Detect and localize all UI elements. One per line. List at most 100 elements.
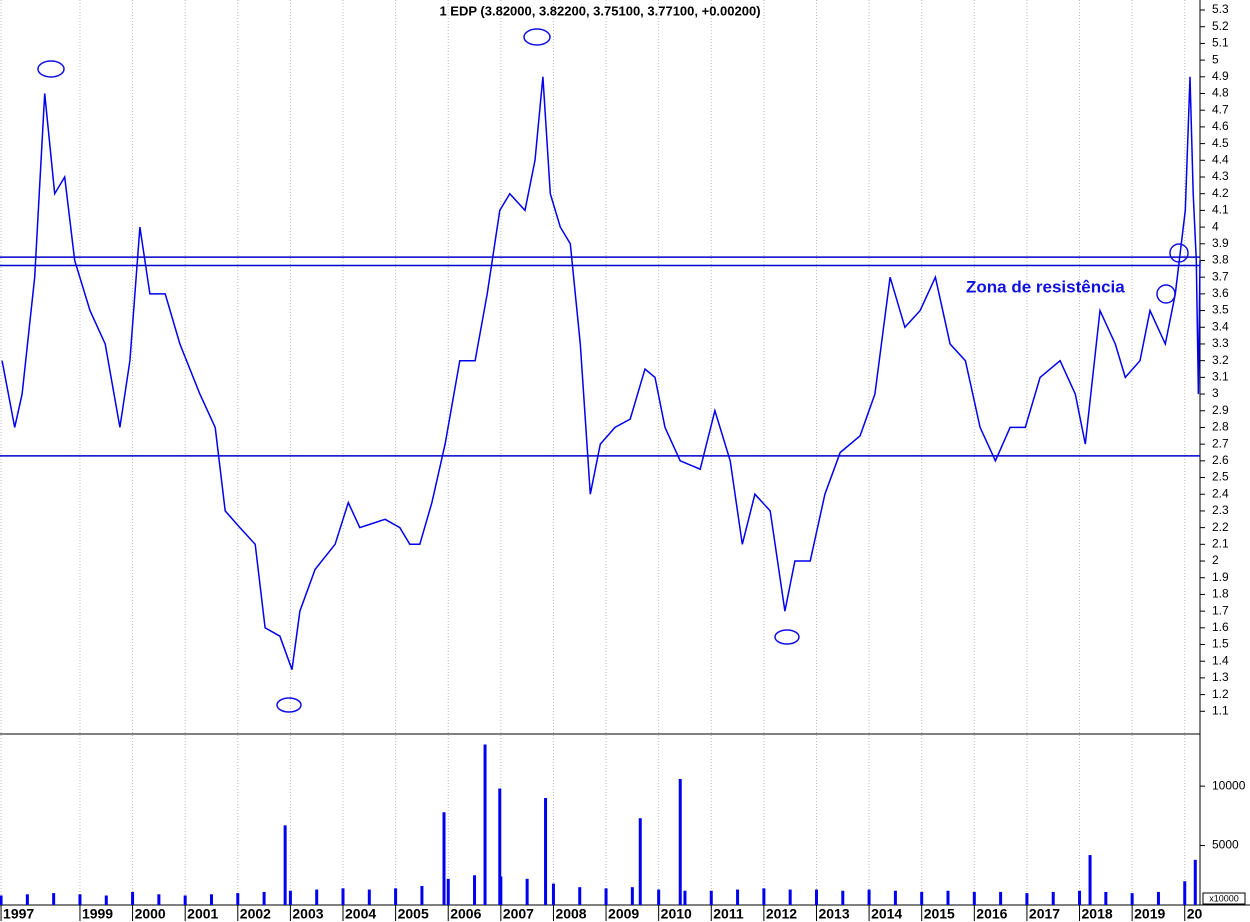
volume-bar bbox=[709, 890, 713, 905]
volume-bar bbox=[578, 887, 582, 905]
volume-bar bbox=[420, 885, 424, 905]
y-tick-label: 3.6 bbox=[1212, 286, 1229, 300]
volume-bar bbox=[78, 894, 82, 905]
price-line bbox=[1, 76, 1201, 670]
volume-bar bbox=[1104, 891, 1108, 905]
y-tick-label: 2.7 bbox=[1212, 436, 1229, 450]
volume-bar bbox=[525, 878, 529, 905]
volume-bar bbox=[1156, 891, 1160, 905]
volume-bar bbox=[236, 893, 240, 905]
volume-bar bbox=[604, 888, 608, 905]
y-tick-label: 3.4 bbox=[1212, 319, 1229, 333]
y-tick-label: 3.7 bbox=[1212, 269, 1229, 283]
volume-bar bbox=[315, 889, 319, 905]
x-tick-label: 2003 bbox=[292, 906, 323, 922]
y-tick-label: 2.6 bbox=[1212, 453, 1229, 467]
volume-bar bbox=[841, 890, 845, 905]
y-tick-label: 3.5 bbox=[1212, 303, 1229, 317]
x-tick-label: 2011 bbox=[713, 906, 744, 922]
volume-bar bbox=[920, 891, 924, 905]
volume-bar bbox=[442, 812, 446, 905]
y-tick-label: 1.5 bbox=[1212, 637, 1229, 651]
volume-bar bbox=[657, 889, 661, 905]
volume-bar bbox=[683, 890, 687, 905]
x-tick-label: 2012 bbox=[766, 906, 797, 922]
volume-bar bbox=[183, 895, 187, 905]
volume-bar bbox=[1051, 891, 1055, 905]
x-tick-label: 2000 bbox=[135, 906, 166, 922]
y-tick-label: 2.4 bbox=[1212, 486, 1229, 500]
volume-bar bbox=[544, 798, 548, 905]
volume-bar bbox=[283, 825, 287, 905]
x-tick-label: 1999 bbox=[82, 906, 113, 922]
y-tick-label: 3.3 bbox=[1212, 336, 1229, 350]
x-tick-label: 2010 bbox=[661, 906, 692, 922]
y-tick-label: 1.3 bbox=[1212, 670, 1229, 684]
y-tick-label: 5000 bbox=[1212, 838, 1239, 852]
volume-bar bbox=[999, 891, 1003, 905]
y-tick-label: 4.2 bbox=[1212, 186, 1229, 200]
bull-icon bbox=[774, 629, 800, 645]
y-tick-label: 5.1 bbox=[1212, 36, 1229, 50]
y-tick-label: 2.9 bbox=[1212, 403, 1229, 417]
volume-bar bbox=[1183, 881, 1187, 905]
y-tick-label: 4.6 bbox=[1212, 119, 1229, 133]
y-tick-label: 1.2 bbox=[1212, 687, 1229, 701]
y-tick-label: 1.4 bbox=[1212, 653, 1229, 667]
volume-bar bbox=[762, 888, 766, 905]
volume-bar bbox=[736, 889, 740, 905]
y-tick-label: 2.1 bbox=[1212, 536, 1229, 550]
y-tick-label: 4 bbox=[1212, 219, 1219, 233]
volume-bar bbox=[551, 883, 555, 905]
bull-icon bbox=[276, 697, 302, 713]
x-tick-label: 2001 bbox=[187, 906, 218, 922]
y-tick-label: 2 bbox=[1212, 553, 1219, 567]
smiley-icon bbox=[1156, 284, 1176, 304]
annotation: Zona de resistência bbox=[966, 277, 1125, 296]
volume-bar bbox=[131, 891, 135, 905]
y-tick-label: 5 bbox=[1212, 52, 1219, 66]
x-tick-label: 2005 bbox=[398, 906, 429, 922]
y-tick-label: 1.6 bbox=[1212, 620, 1229, 634]
volume-bar bbox=[0, 895, 3, 905]
volume-bar bbox=[209, 894, 213, 905]
y-tick-label: 4.1 bbox=[1212, 203, 1229, 217]
x-tick-label: 2018 bbox=[1082, 906, 1113, 922]
y-tick-label: 3.9 bbox=[1212, 236, 1229, 250]
volume-bar bbox=[104, 895, 108, 905]
volume-bar bbox=[394, 888, 398, 905]
x-tick-label: 2006 bbox=[450, 906, 481, 922]
y-tick-label: 1.9 bbox=[1212, 570, 1229, 584]
unit-label: x10000 bbox=[1209, 893, 1239, 903]
x-tick-label: 20 bbox=[1187, 906, 1203, 922]
x-tick-label: 2016 bbox=[976, 906, 1007, 922]
x-tick-label: 2017 bbox=[1029, 906, 1060, 922]
volume-bar bbox=[1088, 855, 1092, 905]
volume-bar bbox=[1025, 893, 1029, 905]
volume-bar bbox=[473, 875, 477, 905]
volume-bar bbox=[498, 788, 502, 905]
volume-bar bbox=[1130, 893, 1134, 905]
volume-bar bbox=[638, 818, 642, 905]
x-tick-label: 1997 bbox=[3, 906, 34, 922]
y-tick-label: 2.5 bbox=[1212, 470, 1229, 484]
y-tick-label: 1.1 bbox=[1212, 703, 1229, 717]
volume-bar bbox=[678, 778, 682, 905]
x-tick-label: 2004 bbox=[345, 906, 376, 922]
volume-bar bbox=[367, 889, 371, 905]
volume-bar bbox=[288, 890, 292, 905]
x-tick-label: 2014 bbox=[871, 906, 902, 922]
volume-bar bbox=[867, 889, 871, 905]
x-tick-label: 2019 bbox=[1134, 906, 1165, 922]
y-tick-label: 2.3 bbox=[1212, 503, 1229, 517]
y-tick-label: 3 bbox=[1212, 386, 1219, 400]
x-tick-label: 2007 bbox=[503, 906, 534, 922]
volume-bar bbox=[946, 890, 950, 905]
unit-box bbox=[1202, 892, 1246, 905]
y-tick-label: 4.8 bbox=[1212, 86, 1229, 100]
icons bbox=[37, 28, 1189, 713]
volume-bar bbox=[1078, 890, 1082, 905]
